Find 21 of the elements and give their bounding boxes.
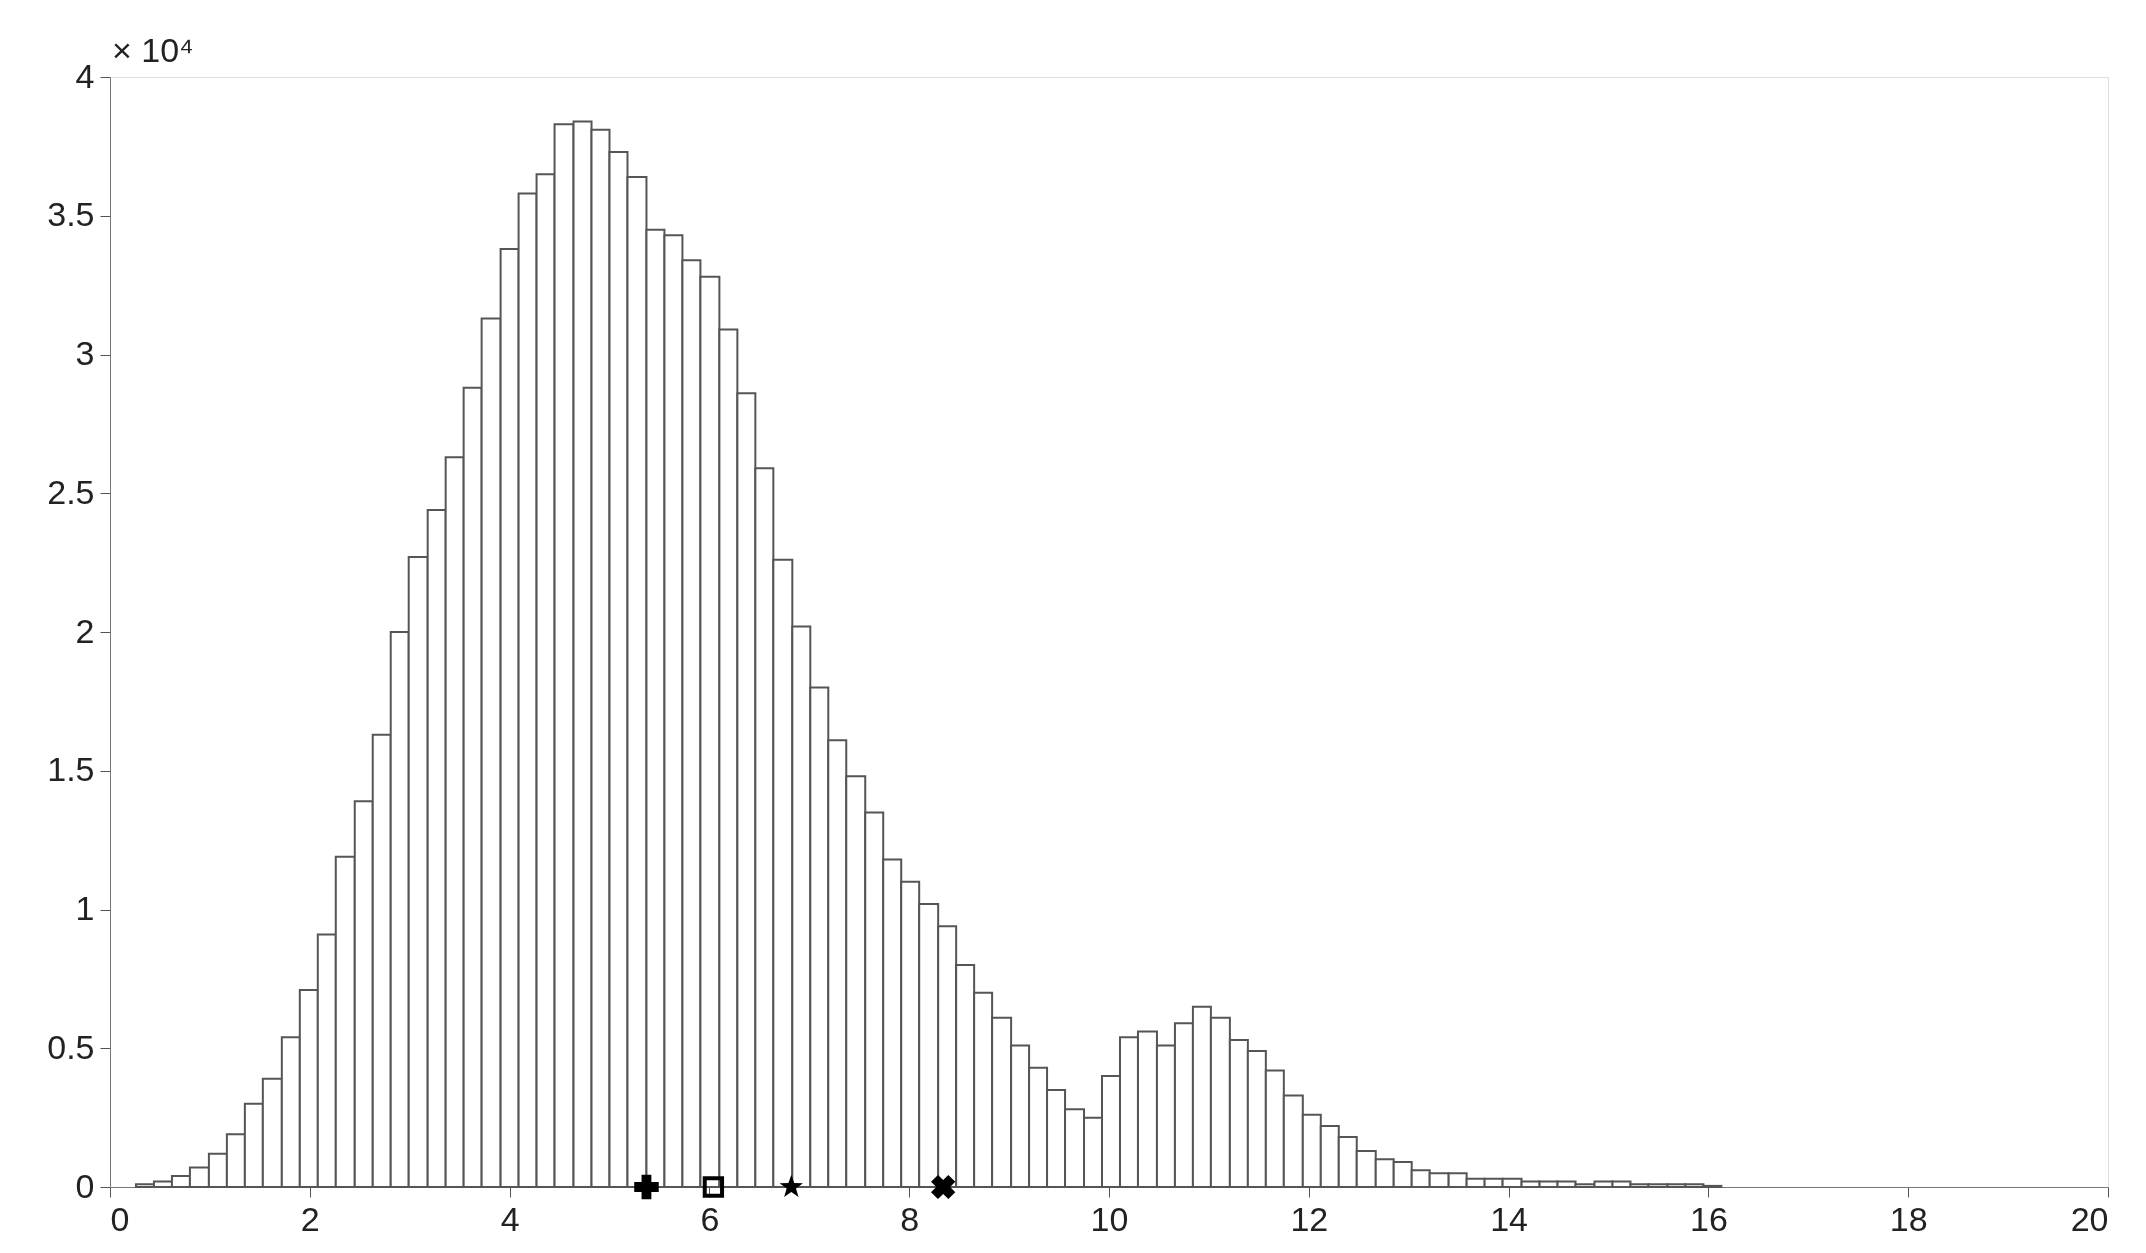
y-tick-label: 4 [75,56,95,95]
x-tick-label: 0 [110,1199,130,1238]
y-tick-label: 0 [75,1166,95,1205]
x-tick-label: 4 [500,1199,520,1238]
x-tick-label: 14 [1490,1199,1529,1238]
x-tick-label: 18 [1889,1199,1928,1238]
text: × 10⁴ [112,31,194,69]
x-tick-label: 6 [700,1199,720,1238]
x-tick-label: 10 [1090,1199,1129,1238]
y-tick-label: 2 [75,611,95,650]
y-tick-label: 3 [75,334,95,372]
y-tick-label: 1 [75,889,95,927]
y-tick-label: 3.5 [47,195,95,234]
x-tick-label: 16 [1689,1199,1728,1238]
y-tick-label: 1.5 [47,750,95,789]
x-tick-label: 12 [1290,1199,1329,1238]
x-tick-label: 8 [900,1199,920,1238]
x-tick-label: 20 [2070,1199,2109,1238]
x-tick-label: 2 [300,1199,320,1238]
y-tick-label: 2.5 [47,472,95,511]
y-tick-label: 0.5 [47,1027,95,1066]
